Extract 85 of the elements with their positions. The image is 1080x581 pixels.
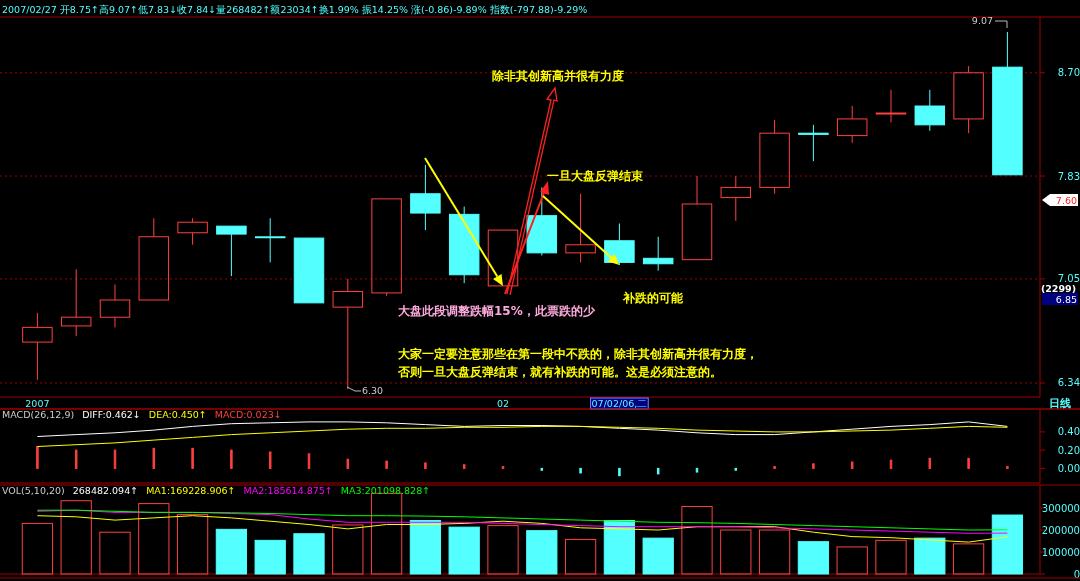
bar xyxy=(875,539,907,575)
bar xyxy=(526,530,558,575)
text: MA1:169228.906↑ xyxy=(146,485,236,496)
chart-title: 2007/02/27 开8.75↑高9.07↑低7.83↓收7.84↓量268482↑额23034↑换1.99% 振14.25% 涨(-0.86)-9.89% 指数(-797.88)-9.29% xyxy=(2,4,588,15)
y-tick-label: 0.40 xyxy=(1057,426,1080,438)
bar xyxy=(370,492,403,575)
candlestick xyxy=(60,268,92,337)
candlestick xyxy=(798,124,829,162)
bar xyxy=(720,529,752,575)
x-tick-label: 2007 xyxy=(25,398,50,409)
y-tick-label: 200000 xyxy=(1041,524,1080,536)
series-label: MA2:185614.875↑ xyxy=(243,485,333,496)
bar xyxy=(487,525,519,575)
annotation: 9.07 xyxy=(971,15,993,26)
bar xyxy=(797,541,830,575)
line-series xyxy=(36,425,1008,447)
bar xyxy=(991,514,1024,575)
y-tick-label: 8.70 xyxy=(1057,67,1080,79)
bar xyxy=(681,505,713,575)
y-tick-label: 7.83 xyxy=(1057,170,1080,182)
annotation: 否则一旦大盘反弹结束，就有补跌的可能。这是必须注意的。 xyxy=(397,365,722,379)
bar xyxy=(332,524,364,575)
bar xyxy=(99,531,131,575)
candlestick xyxy=(410,164,441,231)
bar xyxy=(564,538,597,575)
bar xyxy=(914,537,946,575)
candlestick xyxy=(177,217,208,246)
bar xyxy=(21,522,54,575)
bar xyxy=(448,526,480,575)
candlestick xyxy=(138,217,170,301)
y-tick-label: 100000 xyxy=(1041,546,1080,558)
candlestick xyxy=(293,237,325,304)
y-tick-label: 0.20 xyxy=(1057,444,1080,456)
bar xyxy=(836,546,868,575)
candlestick xyxy=(836,105,868,144)
text: 6.85 xyxy=(1055,293,1077,305)
bar xyxy=(952,543,985,575)
bar xyxy=(758,529,791,575)
candlestick xyxy=(642,236,674,272)
bar xyxy=(254,539,286,575)
candlestick xyxy=(720,175,752,222)
annotation: 一旦大盘反弹结束 xyxy=(547,169,643,183)
annotation: 补跌的可能 xyxy=(622,291,684,305)
candlestick xyxy=(759,119,790,195)
bar xyxy=(409,520,442,575)
candlestick xyxy=(875,89,907,123)
text: 日线 xyxy=(1049,397,1071,410)
series-label: DEA:0.450↑ xyxy=(148,409,207,420)
text: MACD:0.023↓ xyxy=(214,409,282,420)
y-tick-label: 300000 xyxy=(1041,502,1080,514)
y-tick-label: 7.05 xyxy=(1057,273,1080,285)
annotation: 大盘此段调整跌幅15%，此票跌的少 xyxy=(398,304,596,318)
x-tick-label: 07/02/06,二 xyxy=(591,398,648,409)
annotation: 大家一定要注意那些在第一段中不跌的，除非其创新高并很有力度， xyxy=(398,347,758,361)
candlestick xyxy=(22,312,53,381)
annotation: 除非其创新高并很有力度 xyxy=(492,69,624,83)
chart-title: VOL(5,10,20) xyxy=(2,485,65,496)
bar xyxy=(176,514,209,575)
y-tick-label: 6.34 xyxy=(1057,377,1080,389)
text: (2299) xyxy=(1040,283,1076,294)
bar xyxy=(138,503,170,575)
line-series xyxy=(36,421,1008,437)
x-tick-label: 02 xyxy=(496,398,510,409)
text: 7.60 xyxy=(1055,194,1077,206)
line-series xyxy=(36,515,1008,543)
text: MA3:201098.828↑ xyxy=(340,485,431,496)
bar xyxy=(60,500,92,575)
chart-title: MACD(26,12,9) xyxy=(2,409,75,420)
candlestick xyxy=(332,278,364,390)
series-label: 268482.094↑ xyxy=(72,485,139,496)
bar xyxy=(293,533,325,575)
series-label: DIFF:0.462↓ xyxy=(82,409,141,420)
candlestick xyxy=(681,175,713,261)
candlestick xyxy=(254,217,286,263)
y-tick-label: 0.00 xyxy=(1057,462,1080,474)
annotation: 6.30 xyxy=(362,385,384,396)
bar xyxy=(603,520,636,575)
candlestick xyxy=(487,229,519,287)
y-tick-label: 0 xyxy=(1073,568,1080,580)
candlestick xyxy=(992,31,1023,176)
candlestick xyxy=(216,225,247,277)
candlestick xyxy=(99,284,131,328)
bar xyxy=(642,537,674,575)
bar xyxy=(215,528,248,575)
candlestick xyxy=(914,89,946,132)
